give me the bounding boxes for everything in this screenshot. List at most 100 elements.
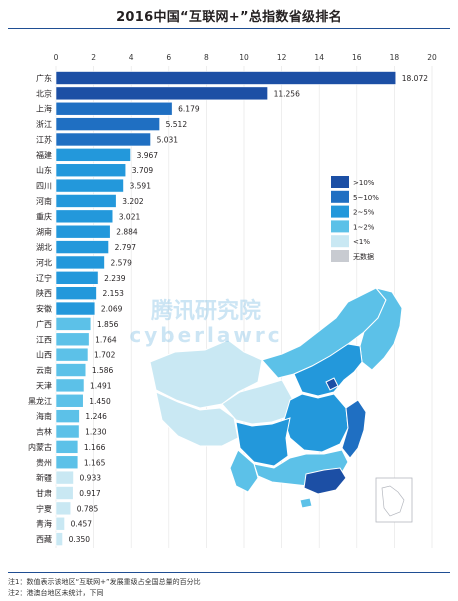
bar-row: 黑龙江 1.450 (28, 393, 111, 408)
value-label: 0.350 (69, 535, 91, 544)
category-label: 河北 (36, 257, 52, 267)
x-tick-label: 20 (427, 53, 437, 62)
x-tick-label: 10 (239, 53, 249, 62)
category-label: 江西 (36, 335, 52, 344)
category-label: 湖北 (36, 243, 52, 252)
value-label: 1.230 (85, 428, 107, 437)
bar (55, 86, 268, 101)
legend-swatch (331, 220, 349, 233)
bar-row: 甘肃 0.917 (36, 486, 101, 500)
category-label: 河南 (36, 196, 52, 206)
value-label: 3.709 (132, 166, 154, 175)
value-label: 3.021 (119, 212, 141, 221)
category-label: 广东 (36, 73, 52, 83)
bar (55, 101, 173, 116)
category-label: 广西 (36, 319, 52, 329)
category-label: 重庆 (36, 211, 52, 221)
bar-row: 湖北 2.797 (36, 240, 137, 254)
map-region-guangdong (303, 467, 347, 495)
category-label: 天津 (36, 380, 52, 390)
category-label: 西藏 (36, 534, 52, 544)
x-tick-label: 14 (314, 53, 324, 62)
bar (55, 332, 90, 347)
watermark-line-2: cyberlawrc (129, 323, 282, 347)
bar-row: 宁夏 0.785 (36, 501, 98, 516)
legend-swatch (331, 205, 349, 218)
value-label: 6.179 (178, 105, 200, 114)
chart-bars: 广东 18.072 北京 11.256 上海 6.179 浙江 5.512 江苏 5.031 福建 3… (28, 71, 428, 546)
bar (55, 240, 109, 254)
category-label: 甘肃 (36, 488, 52, 498)
legend-label: 5~10% (353, 194, 379, 202)
bar-row: 北京 11.256 (36, 86, 300, 101)
category-label: 四川 (36, 182, 52, 191)
bar-row: 安徽 2.069 (36, 301, 123, 316)
map-inset-islands (381, 485, 405, 517)
legend-label: >10% (353, 179, 375, 187)
bar (55, 363, 87, 377)
x-tick-label: 16 (352, 53, 362, 62)
category-label: 山东 (36, 165, 52, 175)
bar-row: 四川 3.591 (36, 178, 152, 193)
bar (55, 271, 99, 285)
bar-row: 贵州 1.165 (36, 455, 106, 470)
category-label: 上海 (36, 104, 52, 114)
map-region-central (283, 393, 349, 453)
bar (55, 209, 114, 224)
value-label: 5.512 (166, 120, 188, 129)
bar (55, 532, 63, 546)
bar-row: 陕西 2.153 (36, 286, 124, 300)
value-label: 5.031 (157, 135, 179, 144)
map-region-beijing (325, 377, 339, 391)
bar (55, 393, 84, 408)
category-label: 福建 (36, 150, 52, 160)
legend-swatch (331, 250, 349, 262)
value-label: 1.491 (90, 381, 112, 390)
map-region-hainan (299, 497, 313, 509)
x-axis-ticks: 0 2 4 6 8 10 12 14 16 18 20 (54, 53, 437, 62)
category-label: 江苏 (36, 134, 52, 144)
bar (55, 148, 131, 162)
map-region-sichuan-chongqing (235, 417, 291, 467)
legend-label: <1% (353, 238, 370, 246)
bar (55, 317, 92, 331)
bar (55, 178, 124, 193)
value-label: 2.884 (116, 228, 138, 237)
x-tick-label: 2 (91, 53, 96, 62)
legend-label: 2~5% (353, 209, 375, 217)
value-label: 1.165 (84, 458, 106, 467)
x-tick-label: 6 (166, 53, 171, 62)
bar-row: 辽宁 2.239 (36, 271, 126, 285)
bar-row: 江西 1.764 (36, 332, 117, 347)
category-label: 黑龙江 (28, 396, 52, 406)
bar-row: 广东 18.072 (36, 71, 428, 85)
bar (55, 286, 97, 300)
bar-row: 福建 3.967 (36, 148, 158, 162)
x-tick-label: 8 (204, 53, 209, 62)
legend-swatch (331, 190, 349, 203)
footnote-2: 注2：港澳台地区未统计，下同 (8, 589, 104, 597)
china-map (149, 287, 413, 523)
value-label: 3.591 (130, 182, 152, 191)
category-label: 浙江 (36, 119, 52, 129)
value-label: 3.202 (122, 197, 144, 206)
bar-row: 河北 2.579 (36, 255, 132, 270)
map-region-north (293, 343, 363, 397)
value-label: 2.797 (115, 243, 137, 252)
bar-row: 山东 3.709 (36, 163, 154, 178)
value-label: 2.153 (102, 289, 124, 298)
watermark-line-1: 腾讯研究院 (151, 298, 261, 324)
footnote-1: 注1：数值表示该地区“互联网+”发展重级占全国总量的百分比 (8, 578, 201, 586)
category-label: 吉林 (36, 427, 52, 437)
value-label: 1.450 (89, 397, 111, 406)
value-label: 11.256 (274, 89, 300, 98)
watermark: 腾讯研究院 cyberlawrc (129, 298, 282, 347)
category-label: 青海 (36, 519, 52, 529)
bar-row: 重庆 3.021 (36, 209, 141, 224)
category-label: 宁夏 (36, 503, 52, 513)
value-label: 1.166 (84, 443, 106, 452)
map-region-northwest (149, 339, 263, 409)
x-tick-label: 18 (390, 53, 400, 62)
bar (55, 455, 79, 470)
